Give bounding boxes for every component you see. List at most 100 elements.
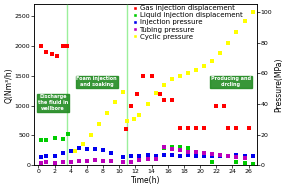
Text: Discharge
the fluid in
wellbore: Discharge the fluid in wellbore (38, 94, 68, 111)
Point (218, 154, 223, 157)
Point (157, 92, 162, 95)
Point (109, 151, 113, 154)
Point (129, 104, 134, 107)
Point (44, 139, 49, 142)
Point (186, 72, 190, 75)
Point (141, 74, 146, 77)
Point (186, 146, 190, 149)
Point (202, 154, 206, 157)
Point (153, 157, 158, 160)
Point (161, 84, 166, 87)
Point (194, 151, 198, 154)
X-axis label: Time(h): Time(h) (131, 176, 160, 185)
Point (186, 127, 190, 130)
Point (242, 19, 247, 22)
Point (121, 161, 126, 164)
Point (97, 122, 101, 125)
Point (234, 154, 239, 157)
Point (60, 161, 65, 164)
Point (178, 154, 182, 157)
Point (250, 155, 255, 158)
Point (202, 127, 206, 130)
Y-axis label: Q(Nm³/h): Q(Nm³/h) (4, 67, 13, 103)
Point (68, 160, 73, 163)
Point (60, 138, 65, 141)
Point (170, 148, 174, 151)
Point (38, 155, 43, 158)
Point (170, 78, 174, 81)
Point (246, 127, 251, 130)
Point (161, 146, 166, 149)
Point (81, 142, 85, 145)
Point (52, 155, 57, 158)
Point (153, 92, 158, 95)
Point (101, 159, 105, 162)
Point (186, 150, 190, 153)
Point (68, 149, 73, 153)
Point (135, 92, 139, 95)
Point (73, 150, 77, 153)
Point (38, 161, 43, 164)
Point (145, 157, 150, 160)
Point (121, 155, 126, 158)
Point (210, 59, 214, 62)
Point (210, 155, 214, 158)
Point (125, 119, 130, 122)
Point (170, 154, 174, 157)
Point (64, 44, 69, 47)
Point (194, 69, 198, 72)
Point (123, 128, 128, 131)
Point (226, 154, 231, 157)
Point (178, 75, 182, 78)
Point (38, 139, 43, 142)
Point (38, 44, 43, 47)
Point (52, 137, 57, 140)
Point (44, 154, 49, 157)
Point (234, 30, 239, 33)
Point (52, 161, 57, 164)
Point (170, 145, 174, 148)
Point (77, 160, 81, 163)
Point (234, 161, 239, 164)
Point (242, 155, 247, 158)
Point (202, 152, 206, 155)
Point (93, 148, 97, 151)
Point (149, 74, 154, 77)
Point (210, 153, 214, 156)
Point (226, 155, 231, 158)
Point (178, 127, 182, 130)
Point (44, 161, 49, 164)
Point (109, 159, 113, 162)
Point (222, 104, 227, 107)
Point (145, 154, 150, 157)
Point (89, 133, 93, 136)
Point (137, 113, 142, 116)
Y-axis label: Pressure(MPa): Pressure(MPa) (274, 57, 283, 112)
Point (218, 154, 223, 157)
Point (105, 112, 109, 115)
Point (55, 55, 59, 58)
Point (85, 159, 89, 162)
Point (218, 52, 223, 55)
Point (131, 118, 136, 121)
Point (153, 155, 158, 158)
Point (113, 101, 117, 104)
Point (194, 154, 198, 157)
Point (178, 149, 182, 152)
Point (161, 98, 166, 101)
Point (250, 163, 255, 166)
Point (145, 102, 150, 105)
Point (60, 152, 65, 155)
Legend: Gas injection displacement, Liquid injection displacement, Injection pressure, T: Gas injection displacement, Liquid injec… (131, 4, 243, 40)
Point (161, 146, 166, 149)
Point (178, 145, 182, 148)
Point (170, 98, 174, 101)
Point (161, 154, 166, 157)
Point (93, 158, 97, 161)
Point (186, 154, 190, 157)
Point (234, 155, 239, 158)
Text: Producing and
circling: Producing and circling (211, 76, 251, 87)
Point (226, 127, 231, 130)
Point (129, 160, 134, 163)
Point (137, 158, 142, 161)
